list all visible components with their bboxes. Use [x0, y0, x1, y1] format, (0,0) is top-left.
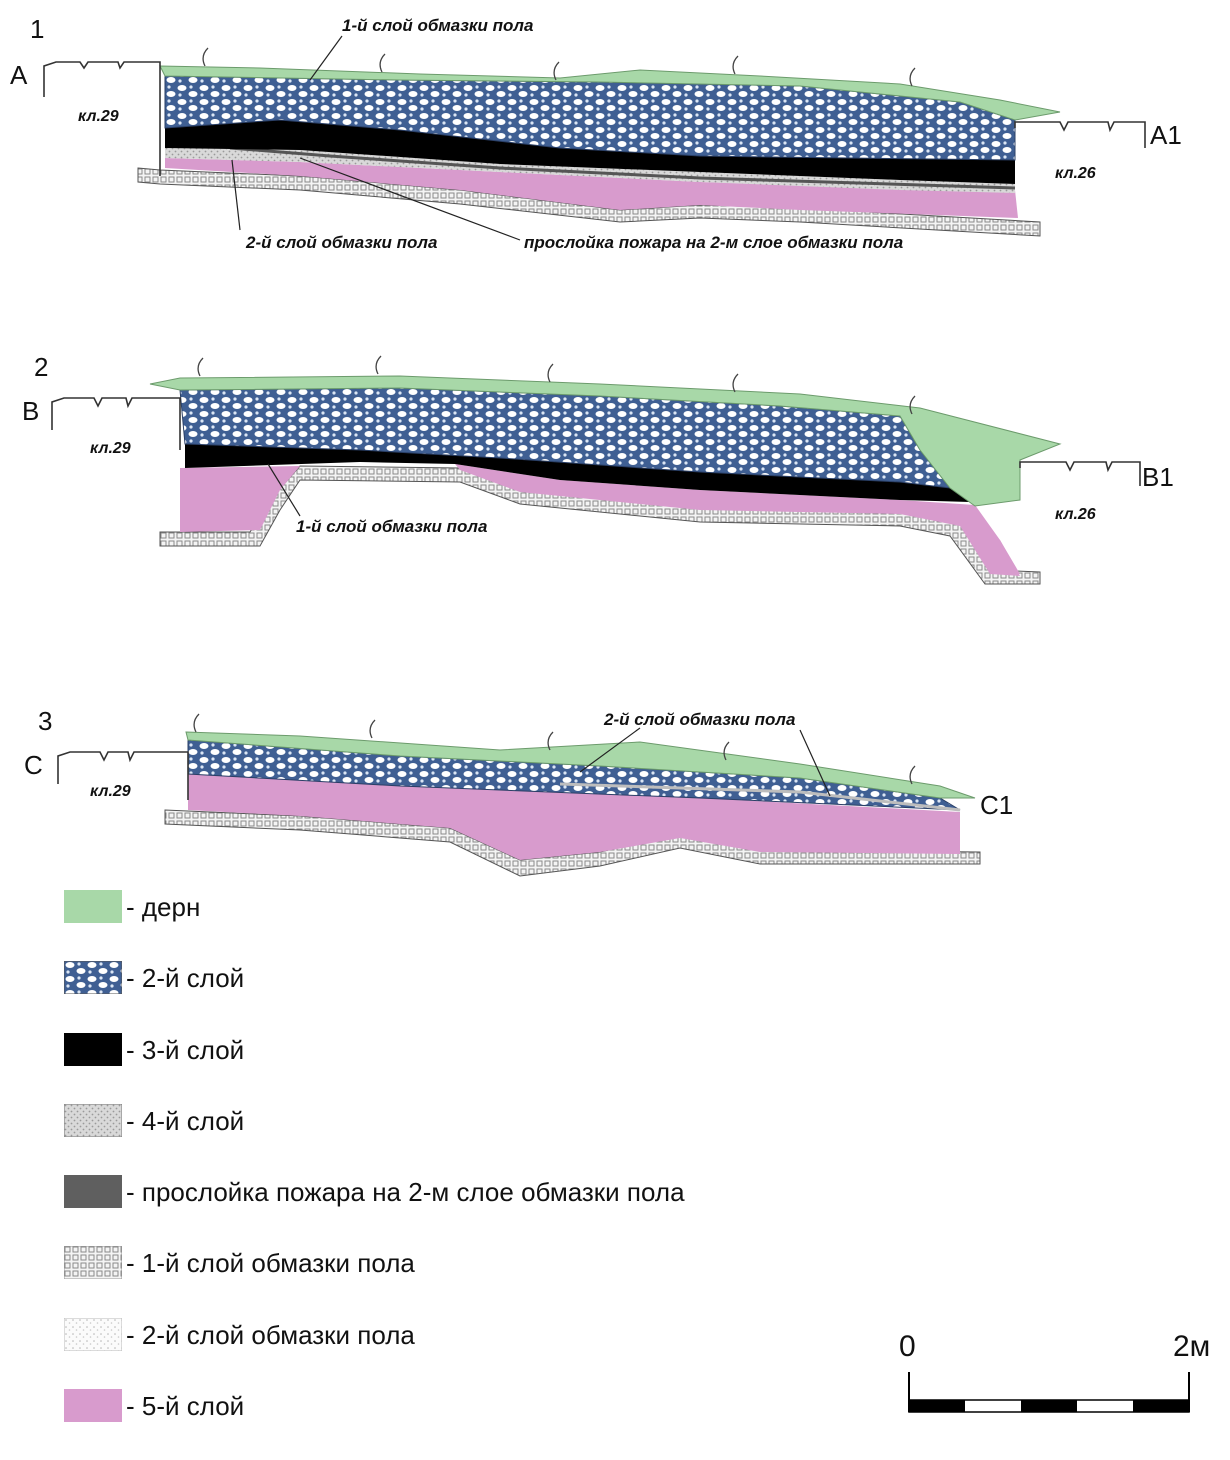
section-3-leader-2 [799, 729, 831, 797]
section-1-right-marker: кл.26 [1055, 165, 1096, 182]
legend-swatch-fire [64, 1175, 122, 1209]
section-2-turf [149, 375, 1062, 507]
section-3-left-surface [57, 751, 189, 800]
section-1-left-surface [43, 61, 161, 176]
section-3-profile [57, 713, 981, 877]
section-3-left-marker: кл.29 [90, 783, 131, 800]
section-1-leader-3 [299, 157, 521, 241]
section-2-annotation-floor1: 1-й слой обмазки пола [296, 517, 488, 536]
section-2-number: 2 [34, 352, 49, 382]
section-2-grass [197, 355, 916, 415]
section-2-right-marker: кл.26 [1055, 506, 1096, 523]
section-1-left-marker: кл.29 [78, 108, 119, 125]
legend-swatch-layer3 [64, 1032, 122, 1066]
section-2-start-label: В [22, 396, 40, 426]
section-2-layer-5 [180, 466, 1020, 574]
legend-swatch-layer4 [64, 1103, 122, 1137]
legend-swatch-floor2 [64, 1317, 122, 1351]
scale-bar-graphic [908, 1372, 1190, 1413]
section-1-leader-2 [231, 159, 241, 231]
legend-swatch-layer2 [64, 961, 122, 995]
legend-label: - дерн [126, 892, 201, 922]
section-2-left-surface [51, 397, 181, 450]
legend-label: - 2-й слой обмазки пола [126, 1319, 415, 1350]
legend-label: - 4-й слой [126, 1105, 245, 1136]
legend-swatch-floor1 [64, 1246, 122, 1280]
section-1-right-surface [1014, 121, 1146, 148]
legend-label: - 5-й слой [126, 1391, 245, 1422]
section-1-layer-3 [165, 120, 1015, 184]
section-3-annotation-floor2: 2-й слой обмазки пола [604, 710, 796, 729]
legend-label: - 1-й слой обмазки пола [126, 1248, 415, 1279]
section-2-floor-band [159, 465, 1041, 585]
section-1-turf [159, 65, 1061, 121]
section-1-layer-5 [165, 158, 1018, 218]
scale-bar-end: 2м [1173, 1330, 1211, 1363]
section-3-grass [193, 713, 916, 785]
legend-label: - 3-й слой [126, 1034, 245, 1065]
section-3-number: 3 [38, 706, 53, 736]
section-2-end-label: В1 [1142, 462, 1174, 492]
section-3-turf [185, 731, 976, 799]
section-1-annotation-fire: прослойка пожара на 2-м слое обмазки пол… [524, 233, 904, 252]
section-1-profile [43, 35, 1146, 241]
section-1-fire-line [229, 146, 1016, 190]
section-2-leader-1 [267, 463, 301, 517]
section-2-layer-3 [185, 444, 970, 502]
section-1-start-label: А [10, 60, 28, 90]
scale-bar-start: 0 [899, 1330, 916, 1363]
section-2-right-surface [1019, 461, 1141, 486]
section-3-leader-1 [579, 727, 641, 773]
section-1-number: 1 [30, 14, 45, 44]
section-1-grass [202, 47, 916, 87]
section-1-annotation-floor1: 1-й слой обмазки пола [342, 16, 534, 35]
section-1-end-label: А1 [1150, 120, 1182, 150]
section-1-annotation-floor2: 2-й слой обмазки пола [246, 233, 438, 252]
section-2-profile [51, 355, 1141, 585]
legend-swatch-turf [64, 890, 122, 923]
section-1-leader-1 [309, 35, 343, 81]
section-3-floor2-line [559, 782, 961, 812]
section-3-layer-5 [188, 774, 960, 860]
legend-label: - 2-й слой [126, 963, 245, 994]
scale-bar: 0 2м [899, 1330, 1210, 1420]
section-3-start-label: С [24, 750, 43, 780]
legend-label: - прослойка пожара на 2-м слое обмазки п… [126, 1177, 685, 1208]
section-3-end-label: С1 [980, 790, 1014, 820]
section-2-layer-5b [455, 464, 1020, 576]
section-2-left-marker: кл.29 [90, 440, 131, 457]
legend-swatch-layer5 [64, 1389, 122, 1423]
